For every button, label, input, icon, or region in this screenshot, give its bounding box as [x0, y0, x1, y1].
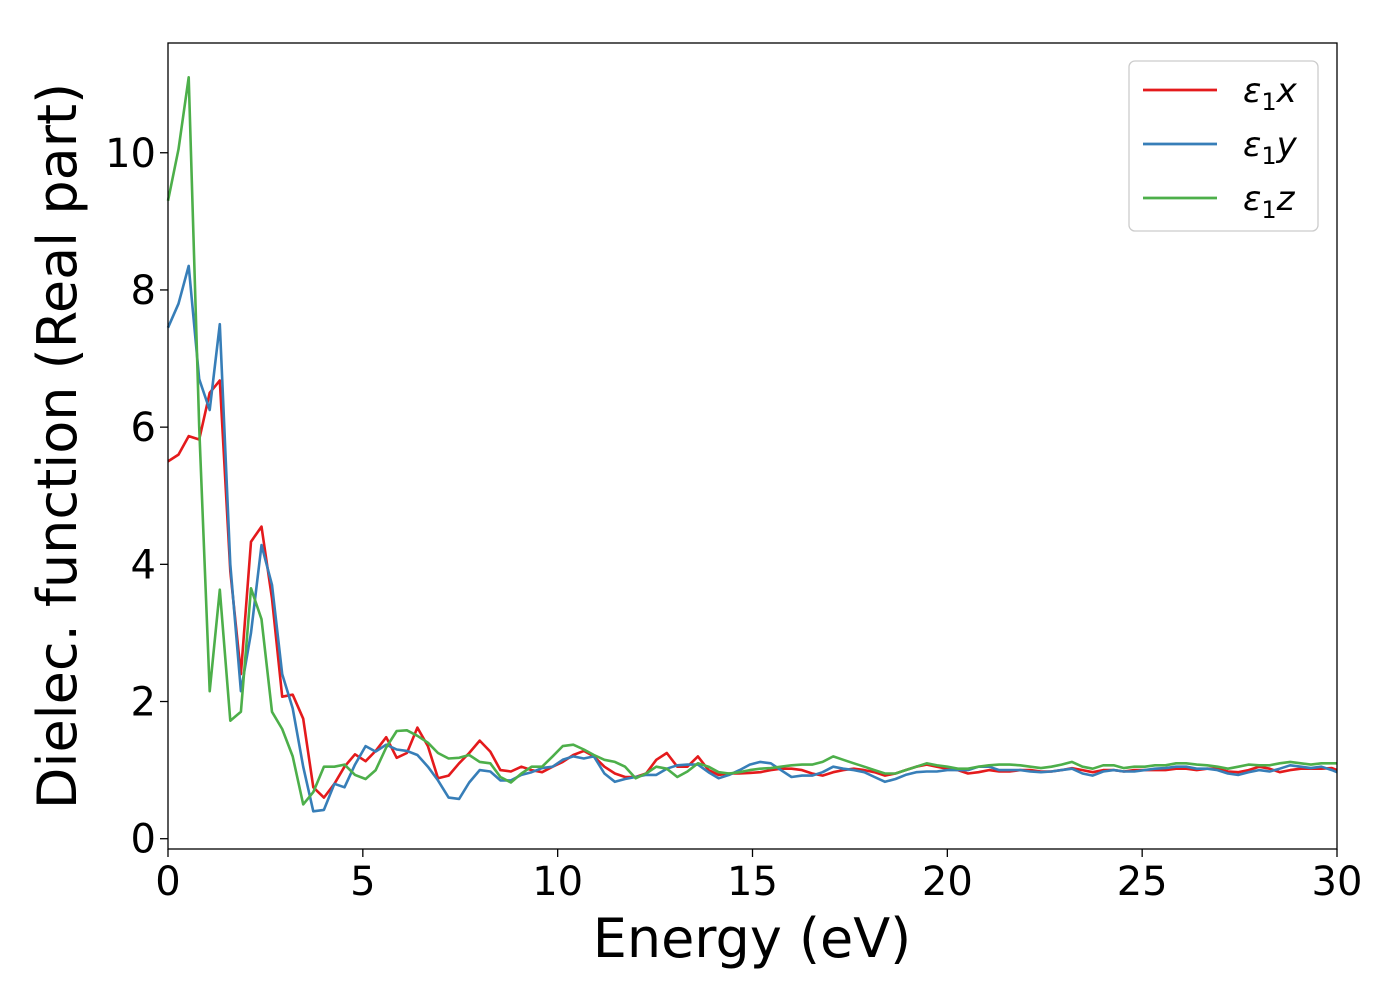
- series-line-z: [166, 76, 1337, 806]
- x-tick-label: 5: [350, 859, 375, 905]
- x-tick-label: 0: [155, 859, 180, 905]
- y-tick-label: 8: [131, 268, 156, 314]
- x-tick-label: 15: [727, 859, 778, 905]
- legend-label-z: ε1z: [1243, 179, 1296, 224]
- y-tick-label: 2: [131, 680, 156, 726]
- x-tick-label: 10: [532, 859, 583, 905]
- legend-box: [1128, 60, 1319, 232]
- series-layer: [166, 76, 1338, 813]
- y-tick-label: 0: [131, 817, 156, 863]
- y-axis-label: Dielec. function (Real part): [26, 83, 89, 809]
- x-tick-label: 20: [922, 859, 973, 905]
- legend-label-y: ε1y: [1243, 125, 1298, 170]
- y-tick-label: 10: [105, 131, 156, 177]
- y-tick-label: 6: [131, 405, 156, 451]
- x-axis-label: Energy (eV): [593, 907, 912, 970]
- y-axis-ticks: 0 2 4 6 8 10: [105, 131, 168, 863]
- x-tick-label: 30: [1312, 859, 1363, 905]
- series-line-x: [167, 379, 1338, 799]
- y-tick-label: 4: [131, 542, 156, 588]
- legend-label-x: ε1x: [1243, 71, 1298, 116]
- series-line-y: [166, 264, 1338, 813]
- x-axis-ticks: 0 5 10 15 20 25 30: [155, 849, 1362, 905]
- x-tick-label: 25: [1117, 859, 1168, 905]
- legend: ε1x ε1y ε1z: [1128, 60, 1319, 232]
